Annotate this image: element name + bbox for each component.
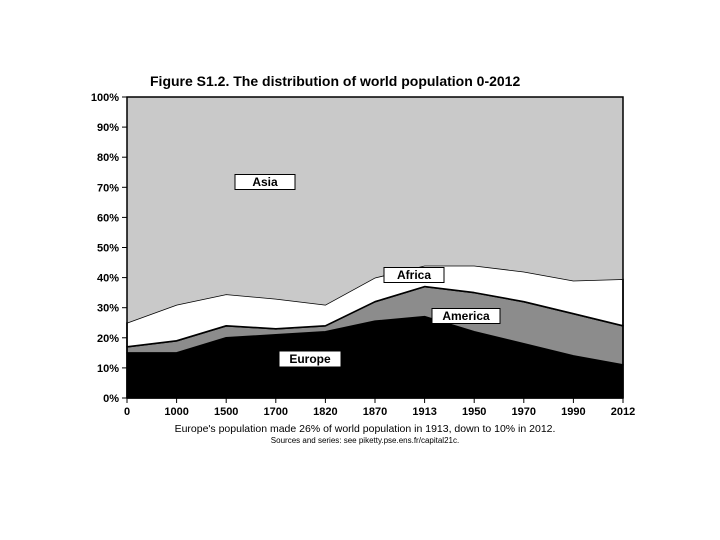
label-asia: Asia xyxy=(234,174,296,190)
x-tick-label: 1970 xyxy=(512,406,536,418)
label-europe: Europe xyxy=(278,350,342,368)
area-asia xyxy=(127,97,623,323)
x-tick-label: 2012 xyxy=(611,406,635,418)
chart-source: Sources and series: see piketty.pse.ens.… xyxy=(271,436,459,445)
y-axis-ticks: 0% 10% 20% 30% 40% 50% 60% 70% 80% 90% 100% xyxy=(91,92,127,405)
chart-note: Europe's population made 26% of world po… xyxy=(175,423,556,435)
x-tick-label: 0 xyxy=(124,406,130,418)
x-tick-label: 1950 xyxy=(462,406,486,418)
label-box xyxy=(278,350,342,368)
y-tick-label: 20% xyxy=(97,333,119,345)
y-tick-label: 70% xyxy=(97,182,119,194)
label-box xyxy=(234,174,296,190)
y-tick-label: 10% xyxy=(97,363,119,375)
y-tick-label: 0% xyxy=(103,393,119,405)
label-text: America xyxy=(442,309,490,323)
label-text: Africa xyxy=(397,268,431,282)
chart-title: Figure S1.2. The distribution of world p… xyxy=(150,73,520,89)
x-tick-label: 1000 xyxy=(164,406,188,418)
y-tick-label: 30% xyxy=(97,303,119,315)
y-tick-label: 80% xyxy=(97,152,119,164)
x-tick-label: 1913 xyxy=(412,406,436,418)
area-layers xyxy=(126,97,624,399)
y-tick-label: 50% xyxy=(97,243,119,255)
y-tick-label: 60% xyxy=(97,212,119,224)
label-africa: Africa xyxy=(383,267,445,283)
series-labels: Europe America Africa Asia xyxy=(234,174,501,368)
x-tick-label: 1700 xyxy=(264,406,288,418)
y-tick-label: 40% xyxy=(97,273,119,285)
label-text: Asia xyxy=(252,175,278,189)
x-tick-label: 1870 xyxy=(363,406,387,418)
label-box xyxy=(431,308,501,324)
label-text: Europe xyxy=(289,352,331,366)
plot-frame xyxy=(126,96,624,399)
x-tick-label: 1500 xyxy=(214,406,238,418)
x-tick-label: 1820 xyxy=(313,406,337,418)
x-tick-label: 1990 xyxy=(561,406,585,418)
y-tick-label: 100% xyxy=(91,92,119,104)
label-america: America xyxy=(431,308,501,324)
label-box xyxy=(383,267,445,283)
x-axis-ticks: 0 1000 1500 1700 1820 1870 1913 1950 1970 1990 201… xyxy=(124,398,635,418)
y-tick-label: 90% xyxy=(97,122,119,134)
